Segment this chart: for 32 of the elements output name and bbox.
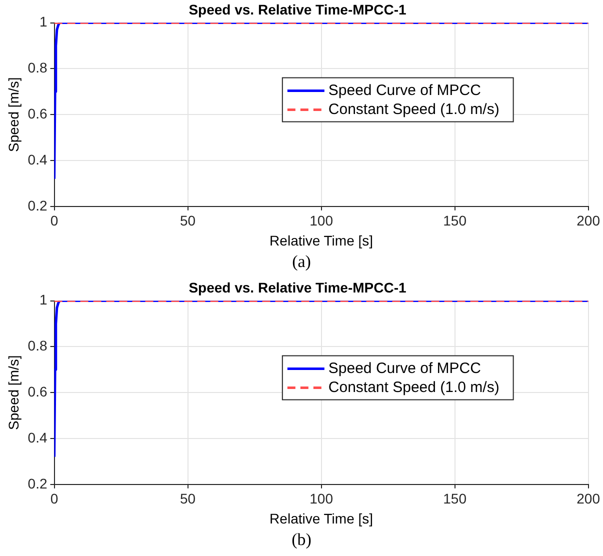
legend-label: Constant Speed (1.0 m/s)	[328, 378, 500, 396]
text: (a)	[291, 252, 312, 272]
x-tick-label: 100	[310, 212, 334, 229]
x-tick-label: 50	[180, 490, 196, 507]
x-tick-label: 100	[310, 490, 334, 507]
legend-label: Speed Curve of MPCC	[328, 82, 482, 99]
y-tick-label: 0.8	[28, 60, 48, 76]
y-tick-label: 0.4	[28, 151, 48, 168]
y-tick-label: 1	[39, 14, 48, 30]
chart-title: Speed vs. Relative Time-MPCC-1	[188, 279, 407, 296]
x-axis-title: Relative Time [s]	[270, 510, 374, 526]
x-tick-label: 0	[50, 212, 58, 229]
x-axis-title: Relative Time [s]	[270, 232, 374, 248]
y-tick-label: 0.6	[28, 105, 48, 122]
x-tick-label: 200	[576, 212, 600, 229]
legend-label: Constant Speed (1.0 m/s)	[328, 100, 500, 118]
y-tick-label: 0.4	[28, 429, 48, 446]
y-tick-label: 0.2	[28, 475, 48, 492]
x-tick-label: 0	[50, 490, 58, 507]
x-tick-label: 200	[576, 490, 600, 507]
x-tick-label: 150	[443, 212, 467, 229]
y-tick-label: 0.2	[28, 197, 48, 214]
text: (b)	[290, 530, 312, 550]
legend-label: Speed Curve of MPCC	[328, 360, 482, 377]
y-tick-label: 0.6	[28, 383, 48, 400]
x-tick-label: 50	[180, 212, 196, 229]
x-tick-label: 150	[443, 490, 467, 507]
chart-title: Speed vs. Relative Time-MPCC-1	[188, 1, 407, 18]
y-tick-label: 1	[39, 292, 48, 308]
y-axis-title: Speed [m/s]	[5, 355, 22, 430]
y-tick-label: 0.8	[28, 338, 48, 354]
y-axis-title: Speed [m/s]	[5, 77, 22, 152]
